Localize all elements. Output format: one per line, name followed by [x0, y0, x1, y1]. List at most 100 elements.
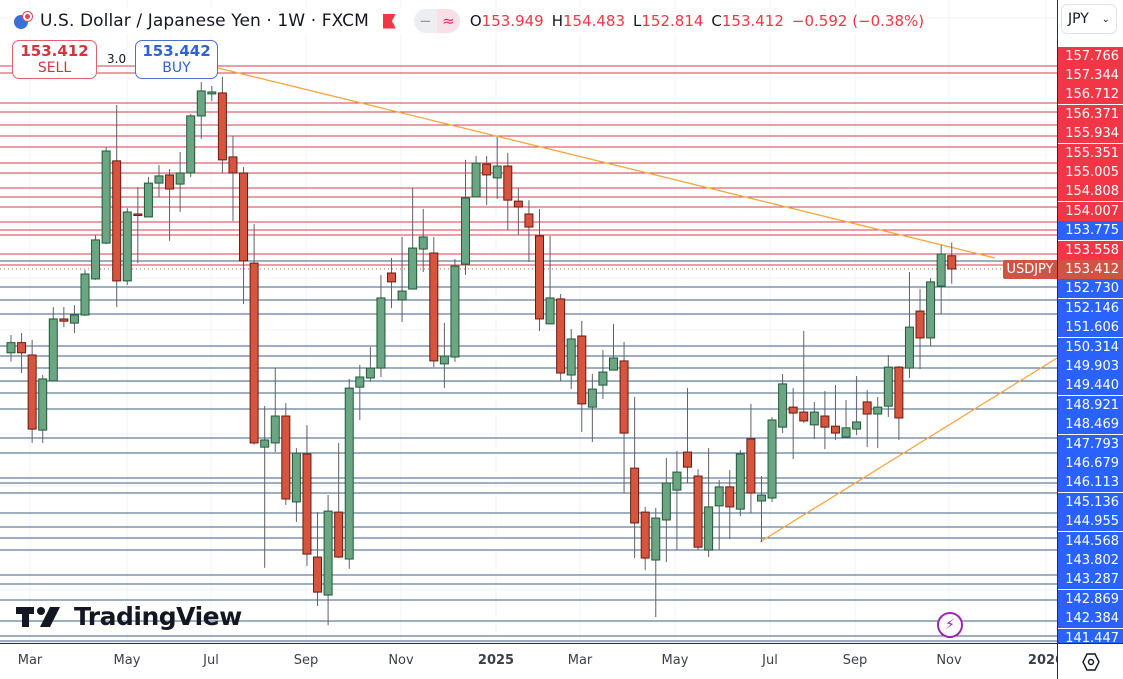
candle-body-up [196, 90, 206, 117]
price-label-support: 146.113 [1058, 473, 1123, 493]
candle-body-up [587, 388, 597, 408]
candle-body-up [704, 506, 714, 551]
buy-price: 153.442 [142, 42, 211, 60]
candle-body-down [239, 172, 249, 262]
candle [91, 234, 101, 280]
candle [249, 224, 259, 445]
candle [820, 391, 830, 450]
candle [143, 176, 153, 218]
candle-body-up [608, 357, 618, 371]
price-label-resistance: 156.712 [1058, 85, 1123, 105]
candle-body-down [334, 511, 344, 558]
candle-body-up [408, 247, 418, 290]
chart-mode-toggle[interactable]: − ≈ [413, 9, 460, 33]
candle [619, 341, 629, 494]
candle-body-up [461, 197, 471, 265]
tradingview-logo[interactable]: TradingView [16, 602, 242, 631]
candle-body-up [926, 281, 936, 339]
candle-body-up [143, 182, 153, 218]
candle [894, 366, 904, 440]
time-axis[interactable]: Mar May Jul Sep Nov 2025 Mar May Jul Sep Nov 2026 [0, 643, 1064, 679]
price-label-support: 143.802 [1058, 550, 1123, 570]
candle [397, 236, 407, 322]
candle-body-up [471, 162, 481, 198]
candle-body-down [217, 92, 227, 161]
candle-body-up [672, 471, 682, 491]
candle [196, 82, 206, 139]
candle-body-down [112, 160, 122, 282]
descending-trendline[interactable] [217, 67, 996, 259]
candle-body-up [376, 297, 386, 369]
candle-body-down [894, 366, 904, 419]
sell-label: SELL [37, 60, 72, 76]
candle-body-up [778, 383, 788, 428]
price-label-support: 142.384 [1058, 609, 1123, 629]
collapse-button[interactable]: − [413, 9, 437, 33]
candle-body-up [809, 411, 819, 426]
candle-body-down [17, 342, 27, 354]
price-chart[interactable] [0, 0, 1057, 643]
candle [80, 270, 90, 316]
candle-body-down [630, 467, 640, 524]
candle-body-up [883, 366, 893, 407]
candle [482, 155, 492, 206]
price-label-support: 148.921 [1058, 395, 1123, 415]
chevron-down-icon: ⌄ [1101, 13, 1110, 25]
candle [714, 479, 724, 551]
candle [418, 209, 428, 273]
candle-body-up [291, 452, 301, 503]
candle [17, 333, 27, 374]
candle [48, 307, 58, 382]
candle [69, 305, 79, 334]
candle-body-up [101, 150, 111, 244]
symbol-flag-icon [14, 11, 34, 31]
candle [883, 355, 893, 418]
candle [122, 208, 132, 286]
candle [704, 448, 714, 558]
price-label-support: 153.775 [1058, 221, 1123, 241]
candle [788, 388, 798, 459]
candle [302, 425, 312, 566]
candle [598, 350, 608, 399]
grid-lines [0, 0, 1057, 643]
candle-body-down [577, 335, 587, 405]
candle [365, 347, 375, 382]
price-label-support: 151.606 [1058, 318, 1123, 338]
candle [767, 417, 777, 502]
candle-body-up [207, 91, 217, 95]
settings-hexagon-icon[interactable] [1057, 643, 1123, 679]
time-label: Sep [842, 653, 868, 668]
time-label: Sep [293, 653, 319, 668]
symbol-title[interactable]: U.S. Dollar / Japanese Yen · 1W · FXCM [40, 11, 369, 31]
buy-label: BUY [162, 60, 191, 76]
candle-body-down [302, 453, 312, 555]
candle [461, 159, 471, 275]
price-label-support: 152.730 [1058, 279, 1123, 299]
lightning-icon[interactable]: ⚡︎ [937, 612, 963, 638]
candle-body-down [862, 401, 872, 415]
candle [587, 374, 597, 442]
candle [27, 339, 37, 443]
currency-select[interactable]: JPY ⌄ [1061, 4, 1117, 34]
price-label-support: 148.469 [1058, 415, 1123, 435]
candle [566, 329, 576, 390]
red-flag-icon[interactable] [382, 13, 396, 29]
buy-button[interactable]: 153.442 BUY [135, 40, 218, 79]
sell-button[interactable]: 153.412 SELL [12, 40, 97, 79]
candle-body-up [450, 265, 460, 358]
price-label-support: 144.568 [1058, 531, 1123, 551]
candle-body-up [904, 326, 914, 369]
time-label: Nov [388, 653, 414, 668]
candle [323, 495, 333, 626]
compare-button[interactable]: ≈ [436, 9, 460, 33]
symbol-price-tag: USDJPY [1003, 260, 1057, 279]
candle-body-down [228, 156, 238, 174]
candle-body-up [492, 165, 502, 179]
candle-body-up [365, 367, 375, 379]
candle-body-up [418, 236, 428, 250]
ascending-trendline[interactable] [759, 357, 1057, 543]
candle [830, 384, 840, 440]
candle-body-up [936, 253, 946, 287]
candle-body-up [344, 387, 354, 560]
price-label-support: 144.955 [1058, 512, 1123, 532]
